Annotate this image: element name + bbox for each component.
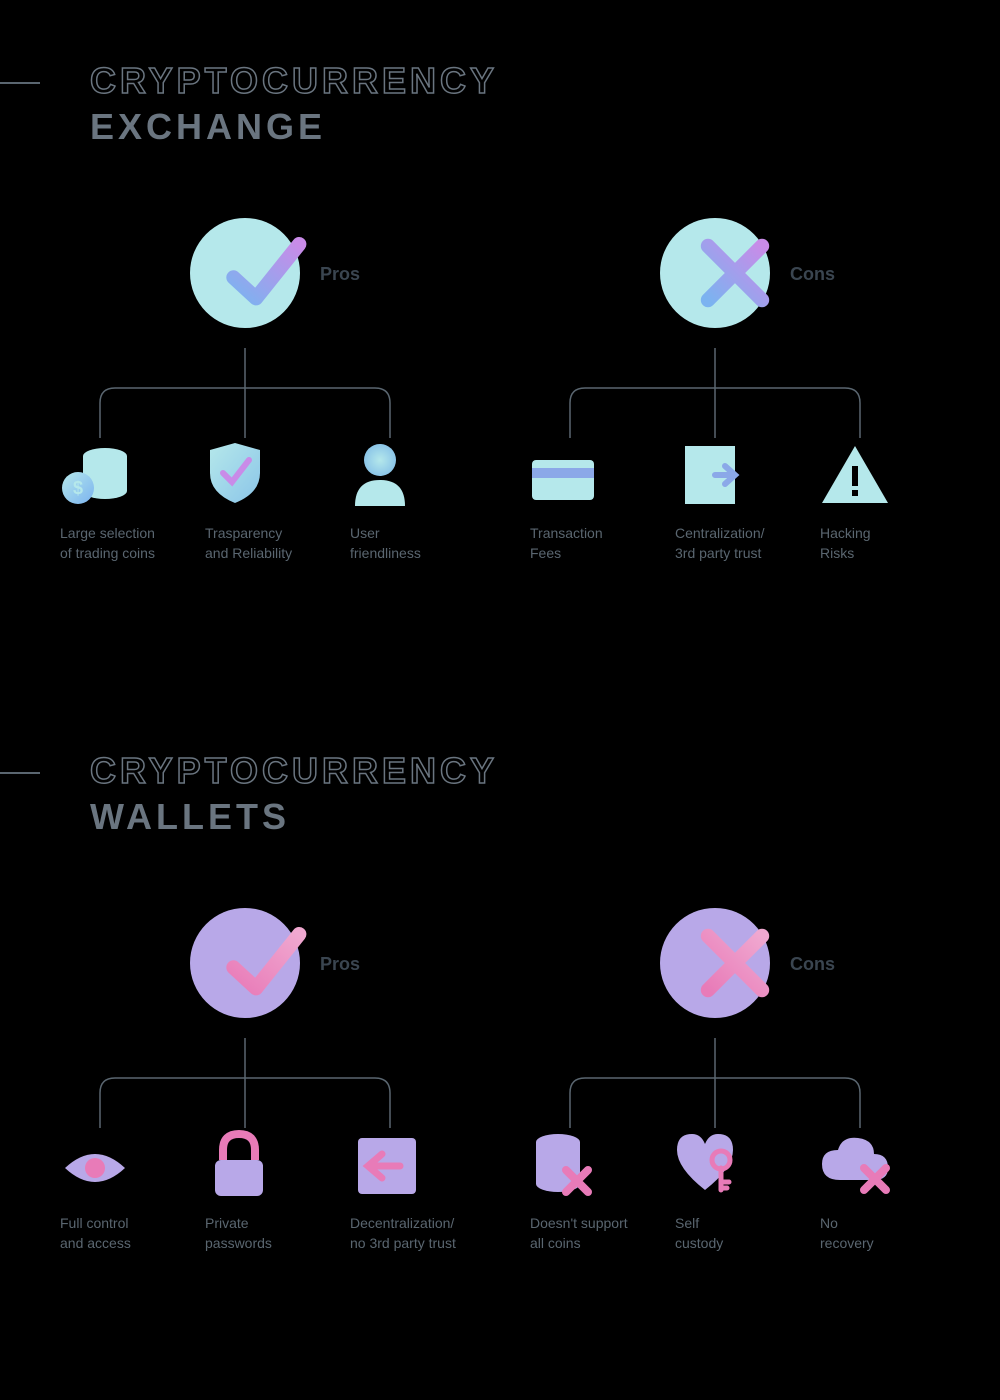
user-icon <box>350 438 430 508</box>
cons-branch: Cons Doesn't support all coins <box>530 908 950 1038</box>
arrow-box-icon <box>350 1128 430 1198</box>
item: User friendliness <box>350 438 480 563</box>
section-wallets: CRYPTOCURRENCY WALLETS Pros <box>0 750 1000 1338</box>
connector-icon <box>60 1038 480 1128</box>
item-label: Transaction Fees <box>530 524 603 563</box>
item-label: Trasparency and Reliability <box>205 524 292 563</box>
item: Hacking Risks <box>820 438 950 563</box>
item-label: No recovery <box>820 1214 874 1253</box>
shield-icon <box>205 438 285 508</box>
warning-icon <box>820 438 900 508</box>
heading-line2: WALLETS <box>90 796 1000 838</box>
cons-head: Cons <box>530 908 950 1038</box>
connector-icon <box>530 1038 950 1128</box>
item: Self custody <box>675 1128 805 1253</box>
item-label: Doesn't support all coins <box>530 1214 628 1253</box>
heading-accent-line <box>0 772 40 774</box>
heading: CRYPTOCURRENCY WALLETS <box>0 750 1000 838</box>
pros-items: Full control and access Private password… <box>60 1128 480 1253</box>
item: Trasparency and Reliability <box>205 438 335 563</box>
item: Centralization/ 3rd party trust <box>675 438 805 563</box>
cons-label: Cons <box>790 954 835 975</box>
pros-head: Pros <box>60 908 480 1038</box>
heading-line1: CRYPTOCURRENCY <box>90 750 1000 792</box>
cons-branch: Cons Transaction Fees <box>530 218 950 348</box>
pros-label: Pros <box>320 264 360 285</box>
x-icon <box>690 918 780 1008</box>
item-label: Hacking Risks <box>820 524 871 563</box>
check-icon <box>220 228 310 318</box>
x-icon <box>690 228 780 318</box>
heading-line2: EXCHANGE <box>90 106 1000 148</box>
pros-head: Pros <box>60 218 480 348</box>
door-icon <box>675 438 755 508</box>
item: $ Large selection of trading coins <box>60 438 190 563</box>
section-exchange: CRYPTOCURRENCY EXCHANGE Pros <box>0 60 1000 648</box>
item-label: Centralization/ 3rd party trust <box>675 524 765 563</box>
item: Decentralization/ no 3rd party trust <box>350 1128 480 1253</box>
item-label: Decentralization/ no 3rd party trust <box>350 1214 456 1253</box>
tree: Pros Full control and access <box>0 908 1000 1338</box>
eye-icon <box>60 1128 140 1198</box>
item: Full control and access <box>60 1128 190 1253</box>
card-icon <box>530 438 610 508</box>
pros-branch: Pros $ <box>60 218 480 348</box>
database-x-icon <box>530 1128 610 1198</box>
check-icon <box>220 918 310 1008</box>
item: Transaction Fees <box>530 438 660 563</box>
lock-icon <box>205 1128 285 1198</box>
heart-key-icon <box>675 1128 755 1198</box>
pros-items: $ Large selection of trading coins Trasp… <box>60 438 480 563</box>
heading: CRYPTOCURRENCY EXCHANGE <box>0 60 1000 148</box>
cons-label: Cons <box>790 264 835 285</box>
item: No recovery <box>820 1128 950 1253</box>
cons-items: Transaction Fees Centralization/ 3rd par… <box>530 438 950 563</box>
item-label: Full control and access <box>60 1214 131 1253</box>
cons-items: Doesn't support all coins Self custody <box>530 1128 950 1253</box>
pros-branch: Pros Full control and access <box>60 908 480 1038</box>
coins-icon: $ <box>60 438 140 508</box>
item-label: Large selection of trading coins <box>60 524 155 563</box>
connector-icon <box>530 348 950 438</box>
cloud-x-icon <box>820 1128 900 1198</box>
svg-text:$: $ <box>73 478 83 498</box>
connector-icon <box>60 348 480 438</box>
heading-accent-line <box>0 82 40 84</box>
item-label: Self custody <box>675 1214 723 1253</box>
cons-head: Cons <box>530 218 950 348</box>
pros-label: Pros <box>320 954 360 975</box>
heading-line1: CRYPTOCURRENCY <box>90 60 1000 102</box>
item: Private passwords <box>205 1128 335 1253</box>
item: Doesn't support all coins <box>530 1128 660 1253</box>
item-label: User friendliness <box>350 524 421 563</box>
item-label: Private passwords <box>205 1214 272 1253</box>
tree: Pros $ <box>0 218 1000 648</box>
